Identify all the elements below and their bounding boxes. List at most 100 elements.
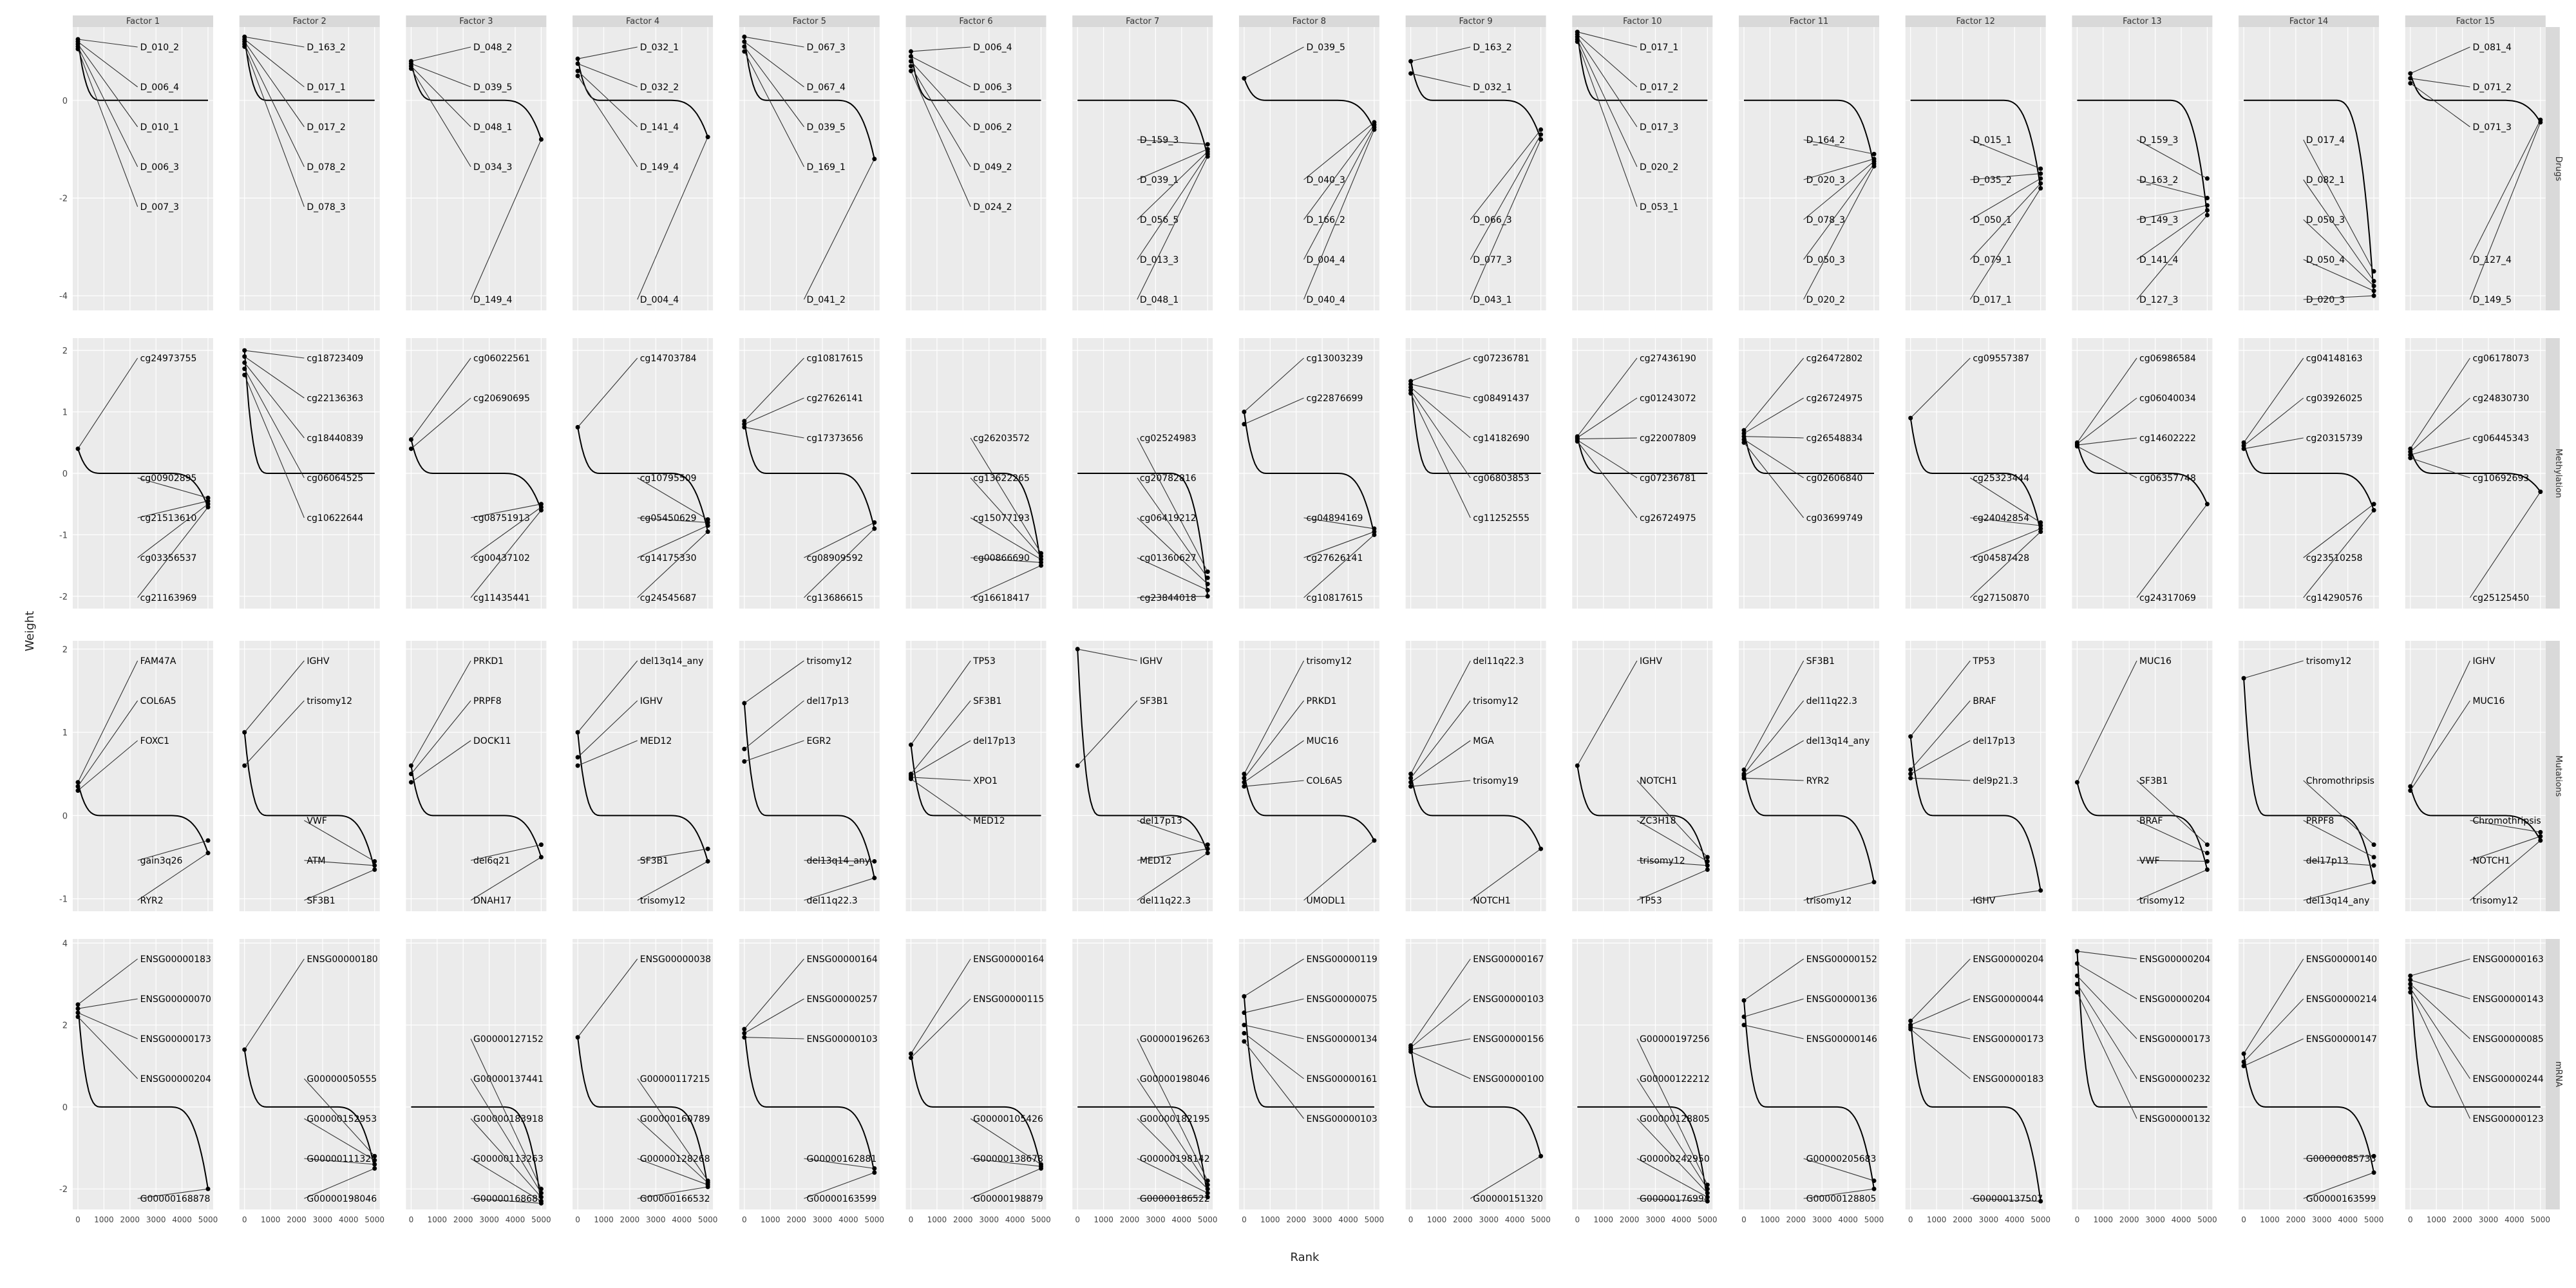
feature-label: NOTCH1 — [1640, 776, 1677, 786]
feature-label: cg26724975 — [1806, 393, 1863, 404]
x-tick-label: 1000 — [927, 1215, 947, 1224]
x-tick-label: 3000 — [813, 1215, 833, 1224]
leader-line — [1577, 39, 1638, 167]
feature-label: ENSG00000103 — [1473, 994, 1544, 1005]
weight-curve — [410, 765, 542, 858]
feature-label: cg10622644 — [307, 513, 363, 524]
weight-curve — [243, 1049, 375, 1169]
feature-label: ENSG00000244 — [2472, 1074, 2543, 1084]
facet-panel: ENSG00000167 ENSG00000103 ENSG00000156 ENSG… — [1405, 939, 1546, 1209]
feature-label: DNAH17 — [473, 896, 511, 906]
weight-curve — [77, 782, 209, 853]
x-tick-label: 2000 — [1286, 1215, 1306, 1224]
feature-label: cg14182690 — [1473, 433, 1530, 444]
feature-label: cg20690695 — [473, 393, 530, 404]
feature-label: D_056_5 — [1140, 215, 1179, 225]
feature-point — [372, 1153, 377, 1159]
leader-line — [1137, 1118, 1208, 1189]
weight-curve — [743, 703, 875, 878]
feature-label: D_039_5 — [1307, 43, 1345, 53]
feature-label: cg25323444 — [1973, 473, 2029, 484]
feature-label: cg24973755 — [140, 354, 197, 364]
feature-point — [242, 366, 247, 372]
feature-point — [2038, 171, 2043, 176]
feature-label: D_039_5 — [806, 122, 845, 133]
feature-label: trisomy12 — [806, 656, 852, 667]
feature-label: D_006_3 — [140, 162, 179, 173]
leader-line — [1137, 1038, 1208, 1181]
feature-point — [2204, 502, 2210, 507]
leader-line — [1577, 32, 1638, 48]
feature-point — [1705, 858, 1710, 864]
feature-label: G00000128805 — [1640, 1114, 1710, 1124]
panel-background — [406, 641, 547, 911]
feature-label: D_149_4 — [640, 162, 679, 173]
leader-line — [744, 958, 804, 1030]
feature-label: D_049_2 — [973, 162, 1012, 173]
leader-line — [2469, 491, 2541, 598]
feature-label: cg18440839 — [307, 433, 363, 444]
weight-curve — [2076, 782, 2208, 870]
weight-curve — [1743, 1000, 1875, 1189]
facet-panel: ENSG00000204 ENSG00000204 ENSG00000173 ENSG… — [2072, 939, 2213, 1209]
feature-label: D_053_1 — [1640, 202, 1678, 213]
feature-point — [872, 1166, 877, 1171]
x-tick-label: 1000 — [761, 1215, 781, 1224]
x-tick-label: 2000 — [2286, 1215, 2306, 1224]
feature-label: ENSG00000161 — [1307, 1074, 1378, 1084]
leader-line — [1244, 958, 1304, 997]
x-tick-label: 1000 — [2260, 1215, 2280, 1224]
feature-label: ENSG00000183 — [140, 954, 211, 965]
feature-point — [1039, 563, 1043, 568]
leader-line — [1636, 1158, 1708, 1198]
feature-label: G00000198142 — [1140, 1154, 1210, 1164]
weight-curve — [1077, 649, 1209, 853]
feature-label: D_017_2 — [1640, 82, 1678, 93]
panel-background — [573, 641, 714, 911]
feature-point — [1372, 838, 1377, 843]
leader-line — [1410, 384, 1471, 399]
feature-label: D_149_5 — [2472, 295, 2511, 305]
feature-label: ENSG00000214 — [2306, 994, 2377, 1005]
feature-point — [742, 746, 747, 752]
leader-line — [971, 1158, 1041, 1167]
feature-point — [1242, 410, 1247, 415]
leader-line — [971, 557, 1041, 563]
feature-label: Chromothripsis — [2306, 776, 2374, 786]
y-tick-label: 4 — [62, 939, 68, 949]
feature-label: G00000151320 — [1473, 1194, 1543, 1204]
weight-curve — [2409, 73, 2541, 123]
leader-line — [744, 41, 804, 88]
factor-strip — [1238, 15, 1379, 27]
panel-background — [2239, 939, 2380, 1209]
feature-point — [2204, 213, 2210, 218]
leader-line — [637, 531, 708, 598]
panel-background — [739, 939, 880, 1209]
feature-label: ENSG00000204 — [1973, 954, 2043, 965]
facet-panel: cg02524983 cg20782816 cg06419212 cg01360627… — [1072, 338, 1213, 609]
leader-line — [637, 137, 708, 300]
weight-curve — [1410, 381, 1541, 474]
facet-panel: cg26203572 cg13622265 cg15077193 cg00866690… — [905, 338, 1046, 609]
feature-point — [1539, 127, 1544, 132]
feature-point — [1242, 422, 1247, 427]
leader-line — [77, 740, 138, 791]
leader-line — [911, 700, 971, 775]
leader-line — [2136, 820, 2208, 854]
y-tick-label: 0 — [62, 97, 68, 106]
feature-point — [1205, 1178, 1210, 1183]
leader-line — [2303, 882, 2374, 901]
feature-label: G00000163599 — [806, 1194, 876, 1204]
view-strip-label: Drugs — [2553, 156, 2563, 182]
facet-panel: trisomy12 del17p13 EGR2 del13q14_any del11q2… — [739, 641, 880, 911]
feature-point — [1741, 767, 1747, 772]
x-tick-label: 5000 — [1698, 1215, 1718, 1224]
feature-label: del17p13 — [806, 696, 849, 706]
feature-point — [2371, 842, 2376, 848]
feature-label: cg08751913 — [473, 513, 530, 524]
feature-label: FOXC1 — [140, 736, 169, 746]
panel-background — [239, 27, 380, 310]
feature-label: ENSG00000100 — [1473, 1074, 1544, 1084]
leader-line — [1244, 1041, 1304, 1119]
feature-point — [1205, 1186, 1210, 1191]
